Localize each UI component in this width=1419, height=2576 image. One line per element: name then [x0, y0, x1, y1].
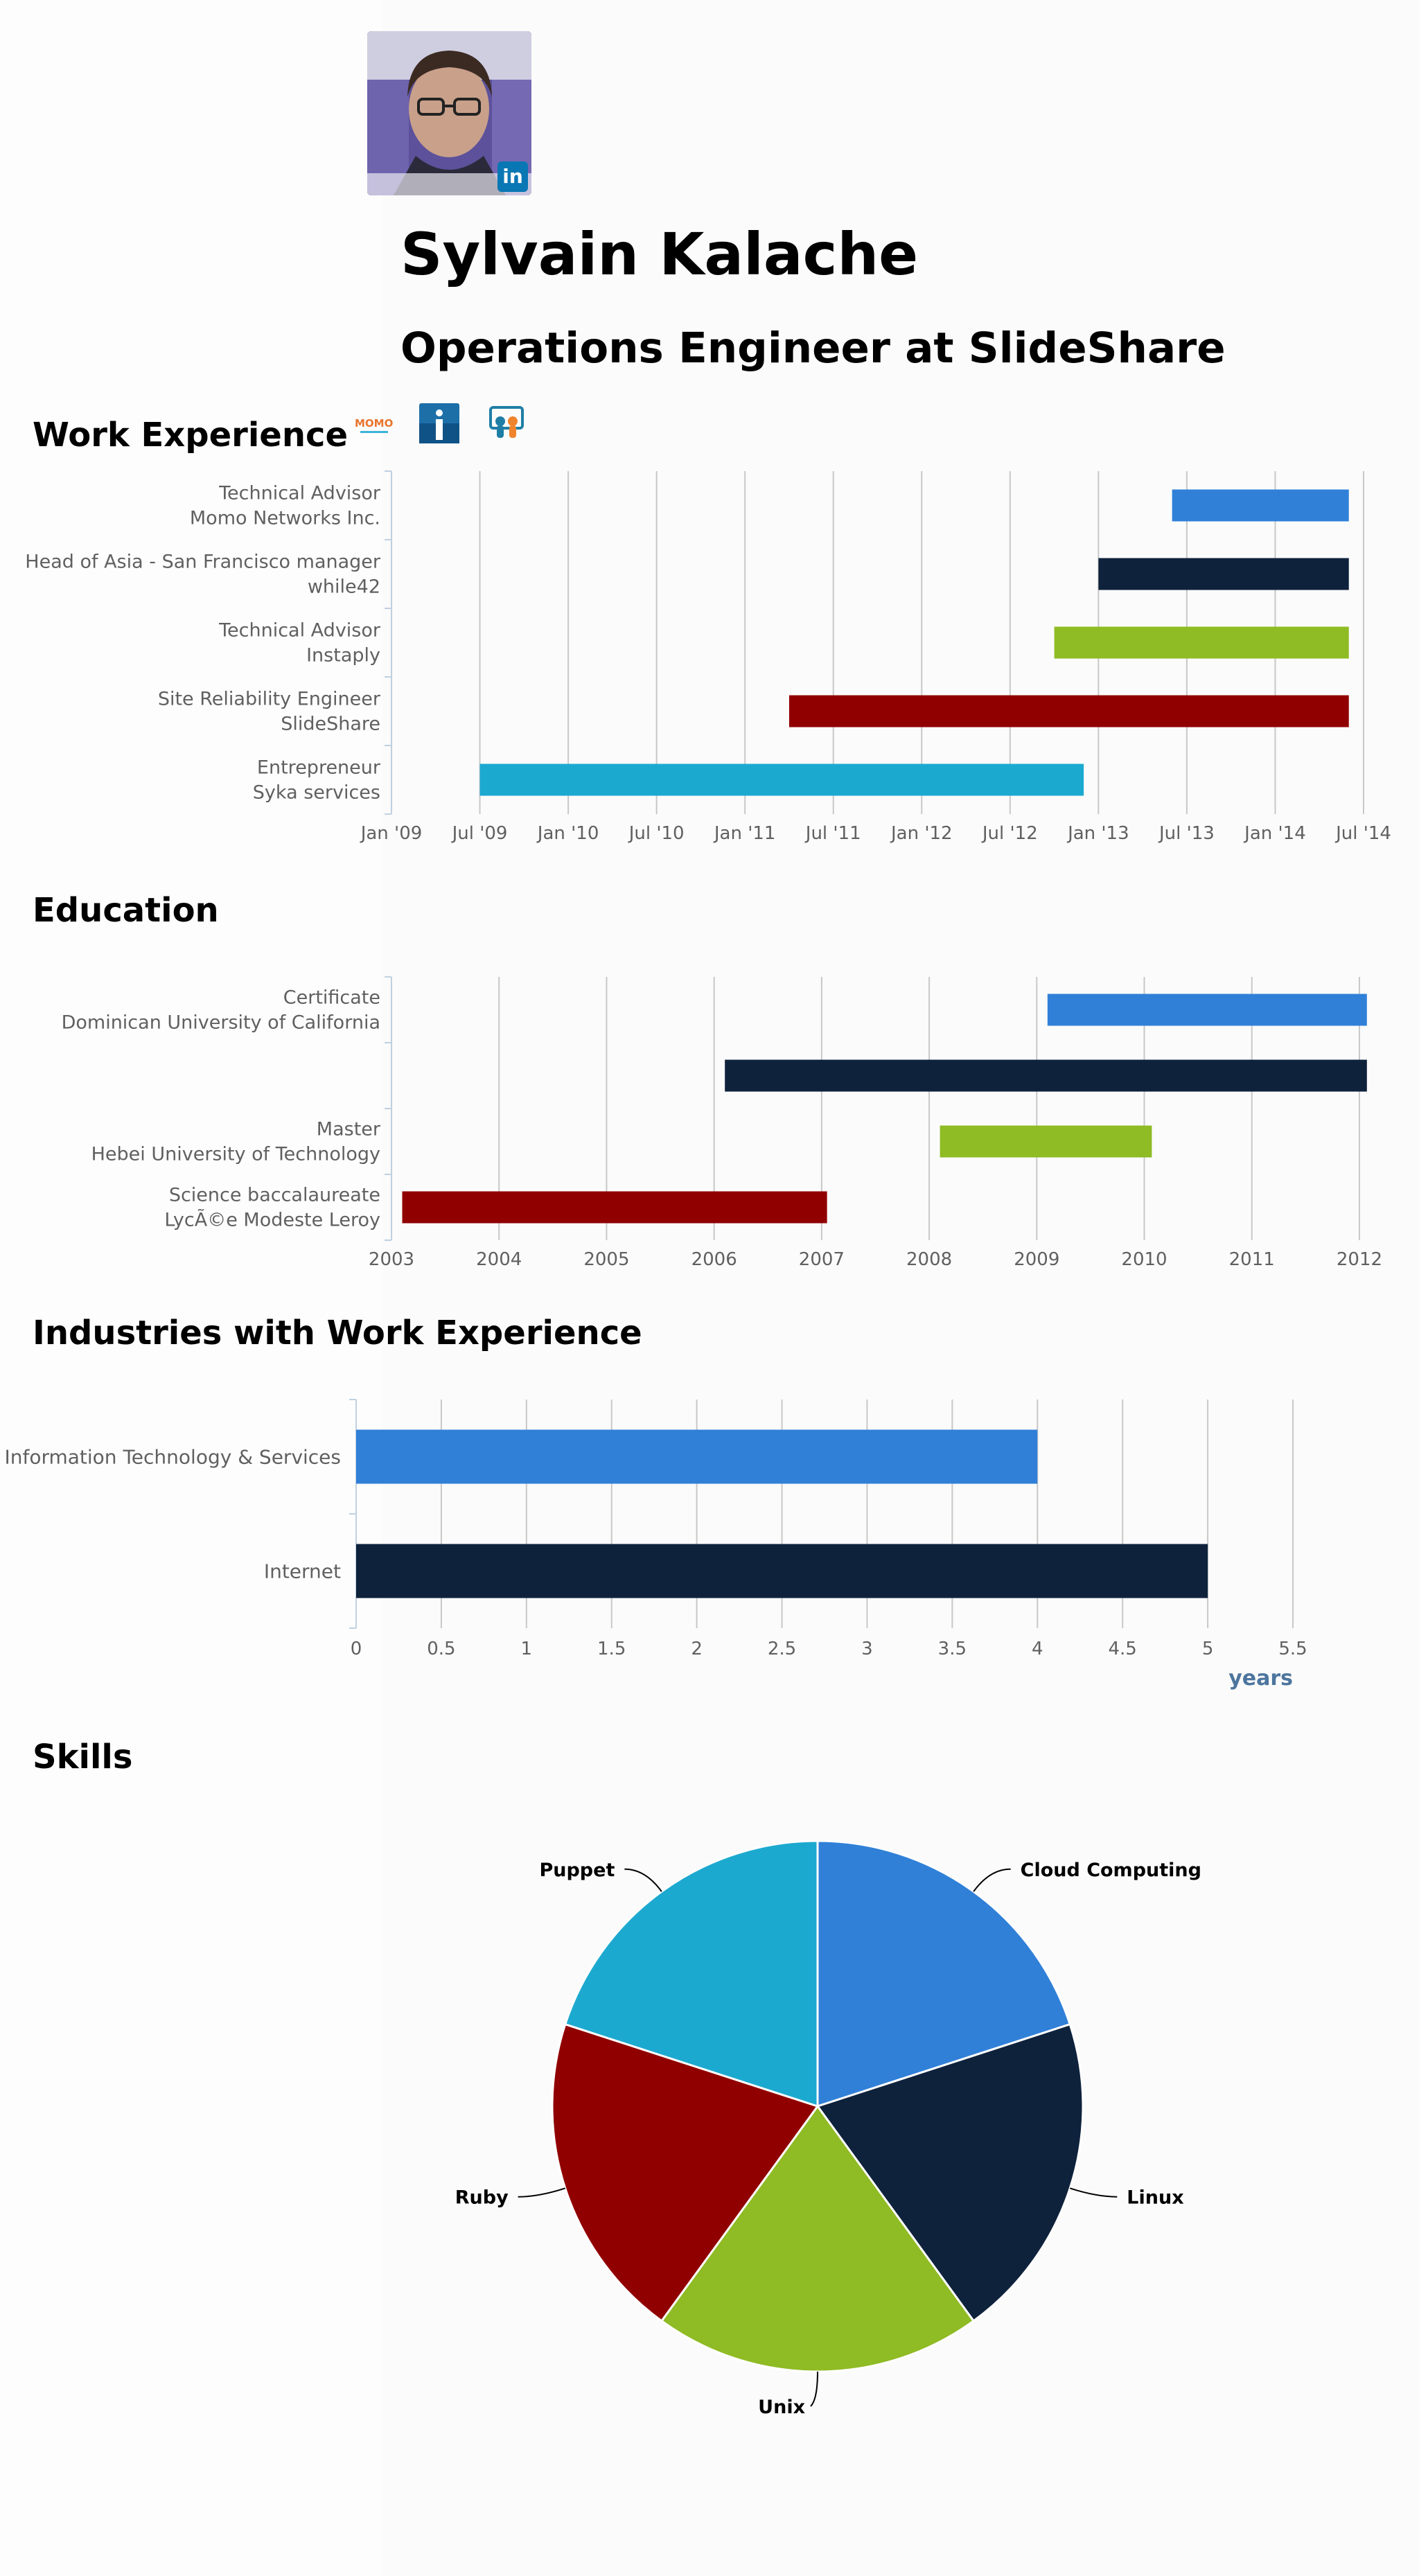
- timeline-bar: [1172, 489, 1349, 522]
- row-label: Certificate: [283, 987, 380, 1009]
- instaply-logo[interactable]: [418, 402, 461, 445]
- timeline-bar: [725, 1059, 1367, 1092]
- x-tick-label: 2006: [691, 1249, 737, 1270]
- work-experience-chart: Jan '09 Jul '09 Jan '10 Jul '10 Jan '11 Jul '…: [25, 470, 1391, 844]
- x-tick-label: 4: [1032, 1639, 1043, 1659]
- pie-data-label: Linux: [1127, 2187, 1183, 2209]
- x-tick-label: 1: [521, 1639, 533, 1659]
- profile-name: Sylvain Kalache: [400, 220, 919, 288]
- x-tick-label: 2005: [583, 1249, 629, 1270]
- x-tick-label: Jan '10: [536, 823, 599, 844]
- svg-text:MOMO: MOMO: [355, 417, 393, 430]
- industries-chart: 0 0.5 1 1.5 2 2.5 3 3.5 4 4.5 5 5.5 Information Tech…: [4, 1399, 1307, 1691]
- section-title-industries: Industries with Work Experience: [33, 1314, 642, 1352]
- slideshare-icon: [489, 406, 524, 438]
- x-tick-label: 4.5: [1109, 1639, 1137, 1659]
- timeline-bar: [940, 1125, 1152, 1158]
- pie-slice: [816, 2022, 1084, 2322]
- x-tick-label: Jul '12: [981, 823, 1038, 844]
- industry-bar: [356, 1544, 1208, 1598]
- x-tick-label: 2009: [1014, 1249, 1059, 1270]
- timeline-bar: [1098, 558, 1349, 590]
- pie-connector: [1069, 2187, 1118, 2198]
- avatar[interactable]: in: [367, 31, 531, 195]
- skills-pie-chart: Cloud Computing Linux Unix Ruby Puppet: [455, 1840, 1201, 2418]
- row-label: Science baccalaureate: [169, 1185, 380, 1206]
- row-label: Technical Advisor: [218, 620, 381, 642]
- row-label: while42: [308, 576, 380, 598]
- pie-connector: [973, 1868, 1011, 1892]
- row-label: Momo Networks Inc.: [190, 508, 380, 529]
- x-tick-label: 5: [1202, 1639, 1214, 1659]
- category-label: Information Technology & Services: [4, 1446, 341, 1469]
- category-label: Internet: [264, 1560, 341, 1583]
- section-title-skills: Skills: [33, 1738, 133, 1776]
- x-tick-label: 2008: [906, 1249, 952, 1270]
- pie-data-label: Cloud Computing: [1021, 1860, 1201, 1881]
- x-tick-label: 1.5: [597, 1639, 626, 1659]
- row-label: Site Reliability Engineer: [158, 689, 381, 710]
- row-label: Head of Asia - San Francisco manager: [25, 552, 381, 573]
- x-tick-label: Jul '13: [1158, 823, 1215, 844]
- row-label: Dominican University of California: [62, 1012, 380, 1034]
- row-label: Hebei University of Technology: [91, 1144, 380, 1165]
- timeline-bar: [1047, 994, 1367, 1026]
- x-tick-label: Jan '11: [713, 823, 776, 844]
- pie-slice: [816, 1840, 1072, 2108]
- industry-bar: [356, 1429, 1038, 1484]
- momo-logo[interactable]: MOMO: [353, 402, 396, 445]
- linkedin-icon: in: [502, 165, 523, 188]
- pie-connector: [518, 2187, 566, 2198]
- x-tick-label: 2: [691, 1639, 703, 1659]
- x-tick-label: 5.5: [1278, 1639, 1307, 1659]
- x-tick-label: 0: [351, 1639, 362, 1659]
- pie-connector: [810, 2371, 818, 2407]
- x-tick-label: 3: [861, 1639, 873, 1659]
- profile-headline: Operations Engineer at SlideShare: [400, 324, 1226, 373]
- x-tick-label: 3.5: [938, 1639, 967, 1659]
- section-title-work: Work Experience: [33, 416, 349, 455]
- timeline-bar: [402, 1191, 827, 1224]
- pie-data-label: Unix: [758, 2397, 805, 2418]
- x-tick-label: 2003: [369, 1249, 414, 1270]
- x-tick-label: Jul '11: [804, 823, 861, 844]
- row-label: SlideShare: [281, 714, 380, 735]
- x-tick-label: Jan '14: [1243, 823, 1306, 844]
- momo-icon: MOMO: [355, 417, 393, 433]
- x-tick-label: Jul '09: [451, 823, 508, 844]
- section-title-education: Education: [33, 891, 219, 930]
- x-tick-label: 2012: [1337, 1249, 1382, 1270]
- x-tick-label: Jan '09: [360, 823, 423, 844]
- pie-data-label: Puppet: [539, 1860, 615, 1881]
- x-axis-title: years: [1228, 1666, 1293, 1691]
- x-tick-label: Jul '10: [628, 823, 685, 844]
- row-label: Technical Advisor: [218, 483, 381, 504]
- slideshare-logo[interactable]: [485, 402, 528, 445]
- x-tick-label: 0.5: [427, 1639, 455, 1659]
- x-tick-label: 2007: [799, 1249, 845, 1270]
- linkedin-badge[interactable]: in: [497, 161, 528, 192]
- row-label: LycÃ©e Modeste Leroy: [164, 1209, 380, 1231]
- x-tick-label: 2004: [476, 1249, 522, 1270]
- timeline-bar: [1054, 626, 1349, 659]
- row-label: Syka services: [253, 782, 380, 804]
- pie-connector: [624, 1868, 662, 1892]
- x-tick-label: Jan '13: [1066, 823, 1129, 844]
- row-label: Instaply: [306, 645, 380, 667]
- pie-slice: [660, 2104, 976, 2373]
- timeline-bar: [788, 695, 1349, 727]
- instaply-icon: [419, 403, 459, 443]
- row-label: Entrepreneur: [257, 757, 381, 779]
- x-tick-label: 2.5: [768, 1639, 796, 1659]
- x-tick-label: 2011: [1229, 1249, 1275, 1270]
- x-tick-label: Jul '14: [1334, 823, 1391, 844]
- pie-data-label: Ruby: [455, 2187, 509, 2209]
- x-tick-label: Jan '12: [890, 823, 953, 844]
- x-tick-label: 2010: [1121, 1249, 1167, 1270]
- row-label: Master: [317, 1119, 381, 1140]
- education-chart: 2003 2004 2005 2006 2007 2008 2009 2010 2011 2012…: [62, 976, 1382, 1270]
- timeline-bar: [479, 764, 1084, 796]
